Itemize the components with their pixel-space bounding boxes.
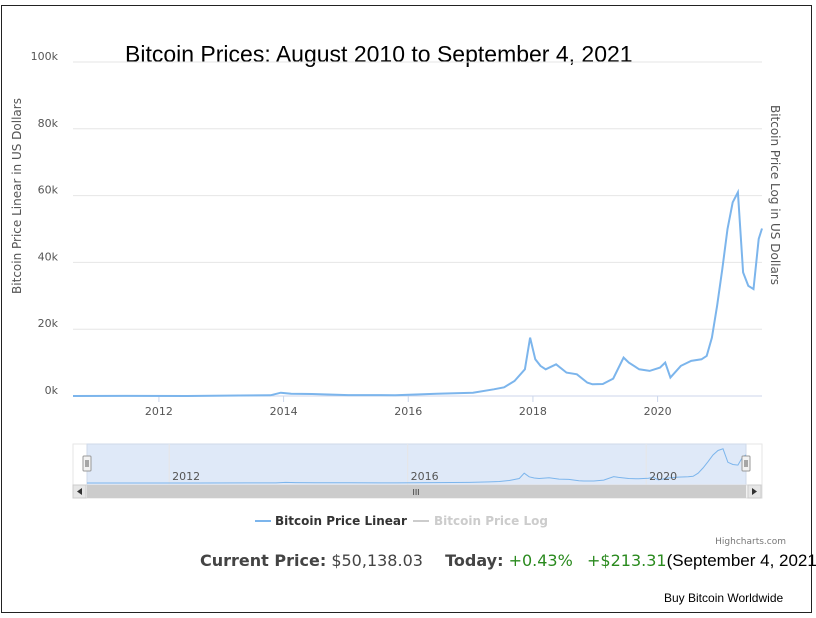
y-tick-label: 60k	[38, 184, 59, 197]
navigator-handle-right[interactable]	[741, 455, 751, 472]
navigator[interactable]: 2012 2016 2020	[72, 443, 763, 486]
y-tick-label: 20k	[38, 317, 59, 330]
scrollbar-grip: III	[412, 488, 419, 497]
scrollbar[interactable]: III	[72, 484, 763, 499]
scrollbar-right-arrow[interactable]	[747, 484, 762, 499]
x-tick-label: 2014	[270, 405, 298, 418]
scrollbar-thumb[interactable]	[87, 485, 746, 498]
x-axis-ticks: 2012 2014 2016 2018 2020	[145, 396, 672, 418]
y-tick-label: 80k	[38, 117, 59, 130]
y-axis-ticks: 0k 20k 40k 60k 80k 100k	[31, 50, 59, 397]
current-price-value: $50,138.03	[331, 551, 423, 570]
current-price-label: Current Price:	[200, 551, 327, 570]
y-axis-title: Bitcoin Price Linear in US Dollars	[10, 98, 24, 294]
chart-title: Bitcoin Prices: August 2010 to September…	[125, 41, 633, 67]
credits-link[interactable]: Highcharts.com	[715, 537, 786, 547]
y-tick-label: 100k	[31, 50, 59, 63]
y-tick-label: 40k	[38, 250, 59, 263]
navigator-tick-label: 2016	[411, 470, 439, 483]
legend-label-linear: Bitcoin Price Linear	[275, 514, 407, 528]
scrollbar-left-arrow[interactable]	[72, 484, 87, 499]
navigator-handle-left[interactable]	[82, 455, 92, 472]
y-axis-title-right: Bitcoin Price Log in US Dollars	[768, 105, 782, 285]
x-tick-label: 2020	[644, 405, 672, 418]
x-tick-label: 2012	[145, 405, 173, 418]
legend-item-bitcoin-price-linear[interactable]: Bitcoin Price Linear	[255, 514, 407, 528]
legend-item-bitcoin-price-log[interactable]: Bitcoin Price Log	[413, 514, 548, 528]
change-absolute: +$213.31	[587, 551, 667, 570]
x-tick-label: 2018	[519, 405, 547, 418]
today-label: Today:	[445, 551, 504, 570]
grid-lines	[73, 61, 762, 330]
navigator-series-line	[87, 448, 747, 484]
navigator-tick-label: 2020	[649, 470, 677, 483]
navigator-ticks: 2012 2016 2020	[172, 470, 677, 483]
legend-label-log: Bitcoin Price Log	[434, 514, 548, 528]
price-info-line: Current Price: $50,138.03 Today: +0.43% …	[200, 551, 816, 571]
price-date: (September 4, 2021)	[666, 551, 816, 570]
navigator-tick-label: 2012	[172, 470, 200, 483]
y-tick-label: 0k	[45, 384, 59, 397]
buy-bitcoin-link[interactable]: Buy Bitcoin Worldwide	[664, 591, 784, 605]
change-percent: +0.43%	[508, 551, 573, 570]
x-tick-label: 2016	[394, 405, 422, 418]
series-line-bitcoin-price-linear[interactable]	[72, 188, 763, 398]
chart-frame	[1, 5, 812, 613]
